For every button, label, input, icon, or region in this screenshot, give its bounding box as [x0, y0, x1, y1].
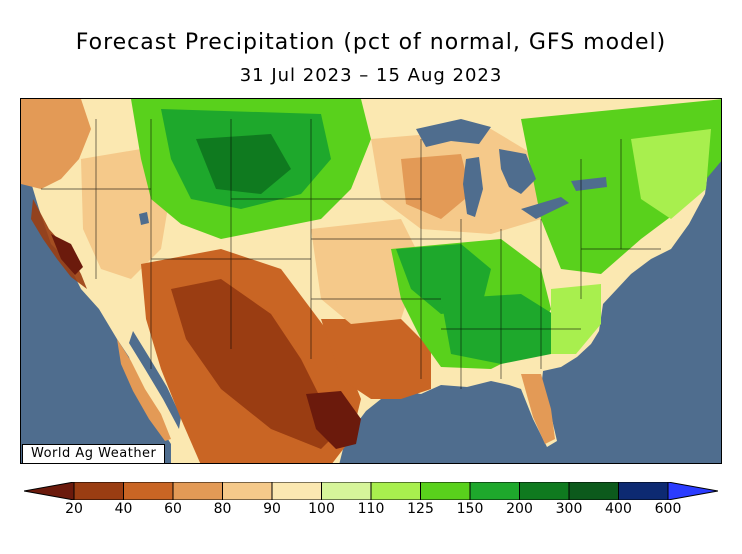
great-salt-lake [139, 212, 149, 225]
map-title: Forecast Precipitation (pct of normal, G… [75, 30, 667, 55]
lake-ontario [571, 177, 607, 191]
legend-left-triangle [24, 482, 75, 500]
legend-tick-label: 400 [605, 501, 632, 517]
state-borders [41, 119, 661, 389]
legend-swatch [172, 482, 223, 500]
legend-swatch [321, 482, 372, 500]
zone-socal [51, 234, 83, 275]
precip-zones [21, 99, 721, 463]
legend-tick-label: 150 [456, 501, 484, 517]
legend-swatch [222, 482, 273, 500]
watermark-label: World Ag Weather [22, 444, 166, 464]
map-canvas [21, 99, 721, 463]
baja-peninsula [117, 339, 171, 441]
legend-swatch [618, 482, 669, 500]
zone-pnw [21, 99, 91, 189]
zone-ozarks-dark [396, 244, 491, 314]
zone-florida [521, 374, 555, 444]
legend-tick-label: 300 [555, 501, 583, 517]
great-lakes [139, 119, 607, 225]
legend-swatch [123, 482, 174, 500]
legend-tick-label: 100 [308, 501, 335, 517]
lake-superior [416, 119, 491, 147]
date-range: 31 Jul 2023 – 15 Aug 2023 [239, 65, 503, 86]
border-lines [41, 119, 661, 389]
lake-huron [499, 149, 536, 194]
legend-swatch [420, 482, 471, 500]
lake-michigan [463, 157, 483, 217]
legend-swatch [73, 482, 124, 500]
legend-tick-label: 20 [65, 501, 83, 517]
legend-swatch [271, 482, 322, 500]
zone-texas [321, 319, 431, 399]
legend-tick-label: 600 [654, 501, 682, 517]
legend-tick-label: 80 [213, 501, 232, 517]
precipitation-map [20, 98, 722, 464]
legend-swatch [370, 482, 421, 500]
legend-tick-label: 125 [407, 501, 434, 517]
zone-central-plains [311, 219, 421, 324]
legend-tick-label: 200 [506, 501, 533, 517]
zone-arizona-dark [171, 279, 341, 449]
legend-right-triangle [667, 482, 718, 500]
legend-tick-label: 90 [263, 501, 281, 517]
color-legend-bar [24, 482, 718, 500]
legend-tick-label: 60 [164, 501, 182, 517]
zone-wyoming-darker [196, 134, 291, 194]
legend-swatch [568, 482, 619, 500]
legend-tick-label: 40 [114, 501, 133, 517]
gulf-of-california [129, 331, 181, 429]
zone-newengland-light [631, 129, 711, 219]
zone-michigan-orange [401, 154, 471, 219]
legend-swatch [519, 482, 570, 500]
legend-tick-label: 110 [357, 501, 385, 517]
legend-swatch [469, 482, 520, 500]
lake-erie [521, 197, 569, 219]
zone-carolinas [551, 284, 601, 354]
zone-texas-darkest [306, 391, 361, 449]
